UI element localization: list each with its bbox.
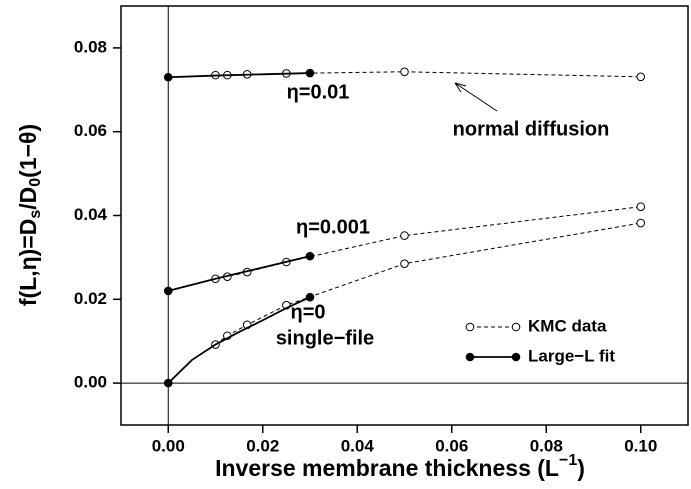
x-tick-label: 0.10 xyxy=(624,436,657,455)
annotation: η=0 xyxy=(290,301,325,323)
y-label-end: (1−θ) xyxy=(15,124,41,178)
marker xyxy=(400,67,409,77)
y-label-sub: s xyxy=(27,210,44,219)
y-tick-label: 0.02 xyxy=(74,289,107,308)
legend-label: KMC data xyxy=(528,316,607,335)
legend-marker xyxy=(465,322,475,332)
marker xyxy=(163,378,173,388)
y-tick-label: 0.04 xyxy=(74,205,108,224)
legend-marker xyxy=(511,352,521,362)
x-tick-label: 0.00 xyxy=(152,436,185,455)
solid-line xyxy=(168,72,311,79)
x-label-main: Inverse membrane thickness (L xyxy=(215,455,559,481)
x-tick-label: 0.04 xyxy=(341,436,375,455)
marker xyxy=(305,251,315,261)
y-tick-label: 0.06 xyxy=(74,121,107,140)
dashed-line xyxy=(215,206,641,280)
marker xyxy=(636,72,646,82)
arrow-head xyxy=(454,82,467,93)
y-label-main: f(L,η)=D xyxy=(15,219,41,307)
x-tick-label: 0.06 xyxy=(435,436,468,455)
plot-frame xyxy=(120,5,689,426)
marker xyxy=(163,72,173,82)
x-label-end: ) xyxy=(577,455,585,481)
legend-marker xyxy=(511,322,521,332)
marker xyxy=(636,218,646,228)
annotation: η=0.01 xyxy=(287,81,350,103)
marker xyxy=(636,202,646,212)
x-axis-label: Inverse membrane thickness (L−1) xyxy=(215,452,585,481)
annotation: normal diffusion xyxy=(453,118,610,140)
y-label-sub: 0 xyxy=(27,178,44,187)
arrow-shaft xyxy=(454,82,498,112)
legend-label: Large−L fit xyxy=(528,346,615,365)
x-label-sup: −1 xyxy=(559,452,577,469)
y-label-mid: /D xyxy=(15,187,41,210)
y-axis-label: f(L,η)=Ds/D0(1−θ) xyxy=(15,124,44,306)
marker xyxy=(400,231,409,240)
marker xyxy=(305,68,315,78)
solid-line xyxy=(167,296,311,384)
marker xyxy=(305,292,315,302)
x-tick-label: 0.08 xyxy=(530,436,563,455)
solid-line xyxy=(168,255,311,292)
y-tick-label: 0.00 xyxy=(74,373,107,392)
marker xyxy=(400,259,409,268)
annotation: single−file xyxy=(276,327,374,349)
x-tick-label: 0.02 xyxy=(246,436,279,455)
legend-marker xyxy=(465,352,475,362)
dashed-line xyxy=(215,222,641,345)
marker xyxy=(163,286,173,296)
annotation: η=0.001 xyxy=(296,216,370,238)
y-tick-label: 0.08 xyxy=(74,37,107,56)
